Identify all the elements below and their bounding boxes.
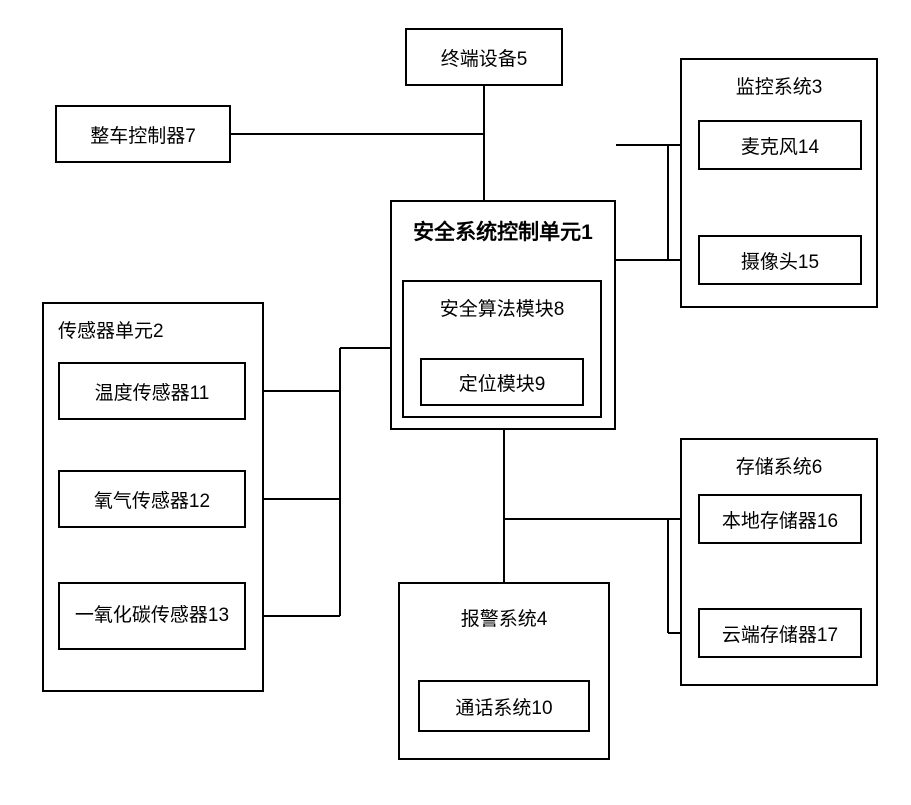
label-location-module: 定位模块9 [459,369,546,396]
label-oxygen-sensor: 氧气传感器12 [94,486,210,513]
label-terminal-device: 终端设备5 [441,44,528,71]
label-safety-algorithm: 安全算法模块8 [404,294,600,321]
node-microphone: 麦克风14 [698,120,862,170]
label-temp-sensor: 温度传感器11 [95,378,210,405]
node-co-sensor: 一氧化碳传感器13 [58,582,246,650]
label-safety-control-unit: 安全系统控制单元1 [392,216,614,246]
label-co-sensor: 一氧化碳传感器13 [75,605,229,628]
node-location-module: 定位模块9 [420,358,584,406]
node-camera: 摄像头15 [698,235,862,285]
node-vehicle-controller: 整车控制器7 [55,105,231,163]
label-monitor-system: 监控系统3 [682,72,876,99]
node-call-system: 通话系统10 [418,680,590,732]
label-storage-system: 存储系统6 [682,452,876,479]
node-local-storage: 本地存储器16 [698,494,862,544]
label-sensor-unit: 传感器单元2 [58,316,164,343]
node-terminal-device: 终端设备5 [405,28,563,86]
label-vehicle-controller: 整车控制器7 [90,121,196,148]
node-oxygen-sensor: 氧气传感器12 [58,470,246,528]
node-alarm-system: 报警系统4 [398,582,610,760]
label-local-storage: 本地存储器16 [722,506,838,533]
label-alarm-system: 报警系统4 [400,604,608,631]
node-cloud-storage: 云端存储器17 [698,608,862,658]
diagram-canvas: 终端设备5 整车控制器7 安全系统控制单元1 安全算法模块8 定位模块9 传感器… [0,0,911,805]
node-temp-sensor: 温度传感器11 [58,362,246,420]
label-microphone: 麦克风14 [741,132,819,159]
label-call-system: 通话系统10 [455,693,552,720]
label-camera: 摄像头15 [741,247,819,274]
label-cloud-storage: 云端存储器17 [722,620,838,647]
